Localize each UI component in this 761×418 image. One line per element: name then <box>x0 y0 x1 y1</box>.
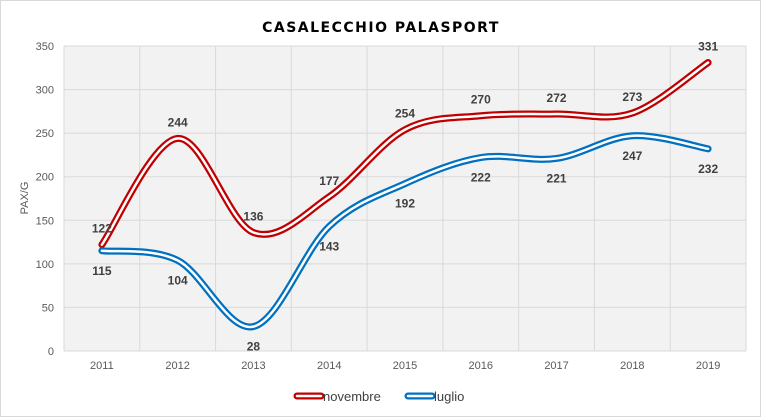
data-label-luglio: 222 <box>471 171 491 185</box>
x-tick-label: 2012 <box>165 360 189 372</box>
data-label-luglio: 221 <box>547 171 567 185</box>
legend: novembre luglio <box>293 389 464 404</box>
series-line-novembre <box>100 61 710 246</box>
data-label-novembre: 331 <box>698 40 718 54</box>
data-label-luglio: 247 <box>622 149 642 163</box>
chart-title: CASALECCHIO PALASPORT <box>262 20 500 36</box>
x-tick-label: 2014 <box>317 360 341 372</box>
legend-label-novembre: novembre <box>323 389 381 404</box>
y-tick-label: 50 <box>42 302 54 314</box>
data-label-novembre: 270 <box>471 93 491 107</box>
data-label-novembre: 273 <box>622 90 642 104</box>
legend-label-luglio: luglio <box>434 389 464 404</box>
y-axis-label: PAX/G <box>19 182 31 215</box>
y-tick-label: 150 <box>36 215 54 227</box>
x-tick-label: 2017 <box>544 360 568 372</box>
x-tick-label: 2015 <box>393 360 417 372</box>
data-label-novembre: 122 <box>92 222 112 236</box>
x-tick-label: 2013 <box>241 360 265 372</box>
x-tick-label: 2011 <box>90 360 114 372</box>
x-tick-label: 2016 <box>469 360 493 372</box>
data-label-novembre: 177 <box>319 174 339 188</box>
data-label-novembre: 136 <box>243 209 263 223</box>
data-label-novembre: 254 <box>395 107 415 121</box>
series-line-luglio <box>100 134 710 328</box>
legend-item-novembre[interactable]: novembre <box>293 389 381 404</box>
plot-area <box>64 46 746 351</box>
data-labels: 122 244 136 177 254 270 272 273 331 115 104 28 143 19… <box>92 40 719 354</box>
x-tick-label: 2018 <box>620 360 644 372</box>
data-label-luglio: 143 <box>319 239 339 253</box>
y-tick-label: 100 <box>36 259 54 271</box>
x-axis-ticks: 2011 2012 2013 2014 2015 2016 2017 2018 2019 <box>90 360 720 372</box>
data-label-luglio: 28 <box>247 340 261 354</box>
data-label-luglio: 115 <box>92 264 112 278</box>
y-tick-label: 250 <box>36 128 54 140</box>
y-tick-label: 300 <box>36 85 54 97</box>
data-label-luglio: 232 <box>698 162 718 176</box>
legend-item-luglio[interactable]: luglio <box>404 389 464 404</box>
y-tick-label: 0 <box>48 346 54 358</box>
data-label-luglio: 192 <box>395 197 415 211</box>
data-label-luglio: 104 <box>168 273 188 287</box>
data-label-novembre: 272 <box>547 91 567 105</box>
series-lines <box>98 59 712 331</box>
y-tick-label: 350 <box>36 41 54 53</box>
x-tick-label: 2019 <box>696 360 720 372</box>
y-tick-label: 200 <box>36 172 54 184</box>
data-label-novembre: 244 <box>168 115 188 129</box>
y-axis-ticks: 0 50 100 150 200 250 300 350 <box>36 41 54 358</box>
